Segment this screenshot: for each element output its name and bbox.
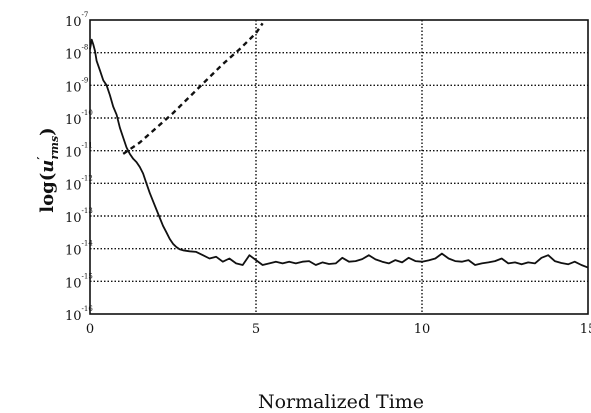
y-tick-label: 10-10 bbox=[65, 109, 93, 128]
x-tick-label: 0 bbox=[86, 322, 94, 337]
y-axis-title-sup: ′ bbox=[35, 156, 49, 159]
y-tick-label: 10-9 bbox=[65, 76, 88, 95]
x-axis-title: Normalized Time bbox=[258, 391, 424, 413]
y-tick-label: 10-13 bbox=[65, 207, 93, 226]
solid-series-line bbox=[89, 38, 589, 269]
x-tick-labels: 0 5 10 15 bbox=[86, 322, 591, 337]
dashed-series-line bbox=[122, 22, 264, 155]
plot-frame bbox=[89, 19, 589, 315]
y-axis-title-base: u bbox=[37, 160, 58, 173]
y-tick-labels: 10-7 10-8 10-9 10-10 10-11 10-12 10-13 10-14 10-… bbox=[65, 11, 93, 324]
y-tick-label: 10-15 bbox=[65, 272, 93, 291]
y-axis-title-suffix: ) bbox=[37, 127, 58, 136]
x-tick-label: 15 bbox=[580, 322, 591, 337]
y-axis-title: log(u′rms) bbox=[35, 127, 61, 212]
y-tick-label: 10-11 bbox=[65, 142, 93, 161]
series-layer bbox=[89, 22, 589, 269]
grid-lines bbox=[90, 20, 588, 314]
y-tick-label: 10-7 bbox=[65, 11, 88, 30]
y-tick-label: 10-12 bbox=[65, 174, 93, 193]
y-axis-title-prefix: log( bbox=[37, 173, 58, 213]
y-tick-label: 10-8 bbox=[65, 44, 88, 63]
y-axis-title-sub: rms bbox=[48, 136, 61, 160]
x-tick-label: 5 bbox=[252, 322, 260, 337]
y-tick-label: 10-14 bbox=[65, 240, 93, 259]
svg-text:log(u′rms): log(u′rms) bbox=[35, 127, 61, 212]
x-tick-label: 10 bbox=[414, 322, 431, 337]
y-tick-label: 10-16 bbox=[65, 305, 93, 324]
